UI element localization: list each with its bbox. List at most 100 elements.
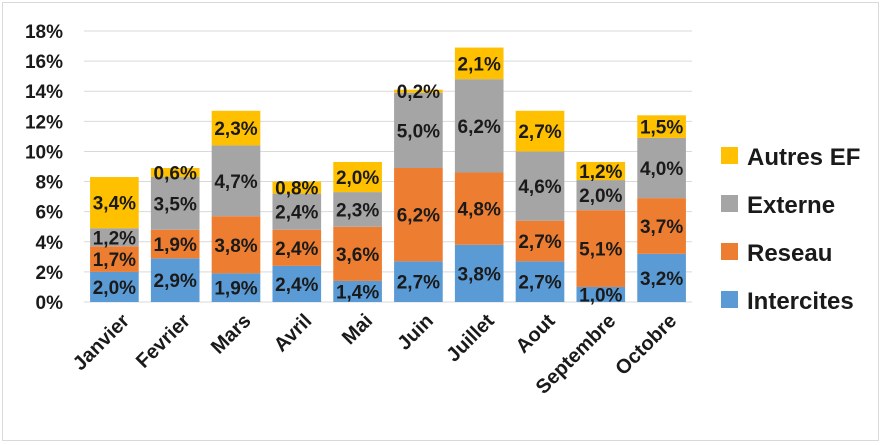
bar-segment <box>211 216 261 274</box>
bar-segment <box>637 253 686 302</box>
bar-segment <box>272 265 322 302</box>
y-tick-label: 2% <box>36 263 64 284</box>
data-label: 2,3% <box>214 119 257 140</box>
y-tick-label: 6% <box>36 203 64 224</box>
bar-segment <box>90 271 139 302</box>
data-label: 0,2% <box>397 82 440 103</box>
y-tick-label: 12% <box>25 112 63 133</box>
bar-segment <box>333 192 382 227</box>
bar-segment <box>515 261 565 302</box>
data-label: 2,3% <box>336 200 379 221</box>
bar-segment <box>515 110 565 152</box>
data-labels: 2,0%1,7%1,2%3,4%2,9%1,9%3,5%0,6%1,9%3,8%… <box>93 54 684 306</box>
bar-segment <box>211 273 261 302</box>
y-axis: 0% 2% 4% 6% 8% 10% 12% 14% 16% 18% <box>25 22 63 314</box>
data-label: 2,4% <box>275 275 318 296</box>
bar-segment <box>576 210 626 287</box>
legend-label: Reseau <box>747 240 832 267</box>
data-label: 2,0% <box>93 278 136 299</box>
bar-segment <box>576 161 626 181</box>
data-label: 2,7% <box>518 122 561 143</box>
y-tick-label: 8% <box>36 173 64 194</box>
x-tick-label: Aout <box>512 310 560 358</box>
data-label: 5,0% <box>397 121 440 142</box>
data-label: 2,1% <box>458 54 501 75</box>
data-label: 0,8% <box>275 179 318 200</box>
bar-segment <box>272 229 322 266</box>
legend-label: Intercites <box>747 288 854 315</box>
bar-segment <box>272 193 322 230</box>
bar-segment <box>637 198 686 254</box>
legend: Autres EF Externe Reseau Intercites <box>721 144 860 315</box>
data-label: 1,2% <box>93 228 136 249</box>
bar-segment <box>333 161 382 193</box>
data-label: 3,8% <box>458 264 501 285</box>
data-label: 6,2% <box>458 117 501 138</box>
y-tick-label: 18% <box>25 22 63 43</box>
x-tick-label: Mars <box>207 310 256 359</box>
bar-segment <box>211 145 261 217</box>
y-tick-label: 4% <box>36 233 64 254</box>
bar-segment <box>576 180 626 211</box>
legend-swatch <box>721 147 738 164</box>
legend-swatch <box>721 291 738 308</box>
bar-segment <box>90 177 139 229</box>
bar-segment <box>454 79 504 173</box>
legend-label: Externe <box>747 192 835 219</box>
y-tick-label: 0% <box>36 293 64 314</box>
x-tick-label: Fevrier <box>132 310 195 373</box>
bar-segment <box>150 177 200 230</box>
data-label: 1,4% <box>336 282 379 303</box>
bar-segment <box>394 168 443 262</box>
data-label: 2,4% <box>275 203 318 224</box>
bar-segment <box>637 137 686 199</box>
data-label: 3,6% <box>336 245 379 266</box>
data-label: 0,6% <box>154 164 197 185</box>
data-label: 4,7% <box>214 172 257 193</box>
data-label: 2,9% <box>154 271 197 292</box>
data-label: 3,4% <box>93 194 136 215</box>
data-label: 5,1% <box>579 240 622 261</box>
bar-segment <box>90 246 139 272</box>
y-tick-label: 14% <box>25 82 63 103</box>
legend-swatch <box>721 195 738 212</box>
data-label: 6,2% <box>397 206 440 227</box>
bar-segment <box>150 168 200 178</box>
bar-segment <box>394 89 443 93</box>
data-label: 3,2% <box>640 269 683 290</box>
bar-segment <box>150 229 200 259</box>
data-label: 2,4% <box>275 239 318 260</box>
x-tick-label: Juin <box>393 310 438 355</box>
bar-segment <box>515 220 565 262</box>
bar-segment <box>394 92 443 169</box>
data-label: 3,5% <box>154 194 197 215</box>
data-label: 1,7% <box>93 250 136 271</box>
bar-segment <box>515 151 565 221</box>
x-tick-label: Mai <box>338 310 377 349</box>
data-label: 4,6% <box>518 177 561 198</box>
data-label: 1,9% <box>154 235 197 256</box>
bar-segment <box>637 115 686 138</box>
bar-segment <box>454 172 504 245</box>
data-label: 2,7% <box>397 273 440 294</box>
data-label: 4,8% <box>458 200 501 221</box>
bar-segment <box>454 47 504 80</box>
bar-segment <box>150 258 200 302</box>
bar-segment <box>394 261 443 302</box>
data-label: 2,0% <box>579 186 622 207</box>
x-tick-label: Avril <box>270 310 316 356</box>
x-tick-label: Juillet <box>442 310 499 367</box>
bar-segment <box>333 280 382 302</box>
y-tick-label: 10% <box>25 142 63 163</box>
bar-segment <box>576 286 626 302</box>
data-label: 3,8% <box>214 236 257 257</box>
data-label: 3,7% <box>640 217 683 238</box>
bar-segment <box>454 244 504 302</box>
bars <box>90 47 686 302</box>
data-label: 1,9% <box>214 279 257 300</box>
data-label: 1,2% <box>579 162 622 183</box>
x-tick-label: Octobre <box>611 310 681 380</box>
data-label: 1,5% <box>640 118 683 139</box>
